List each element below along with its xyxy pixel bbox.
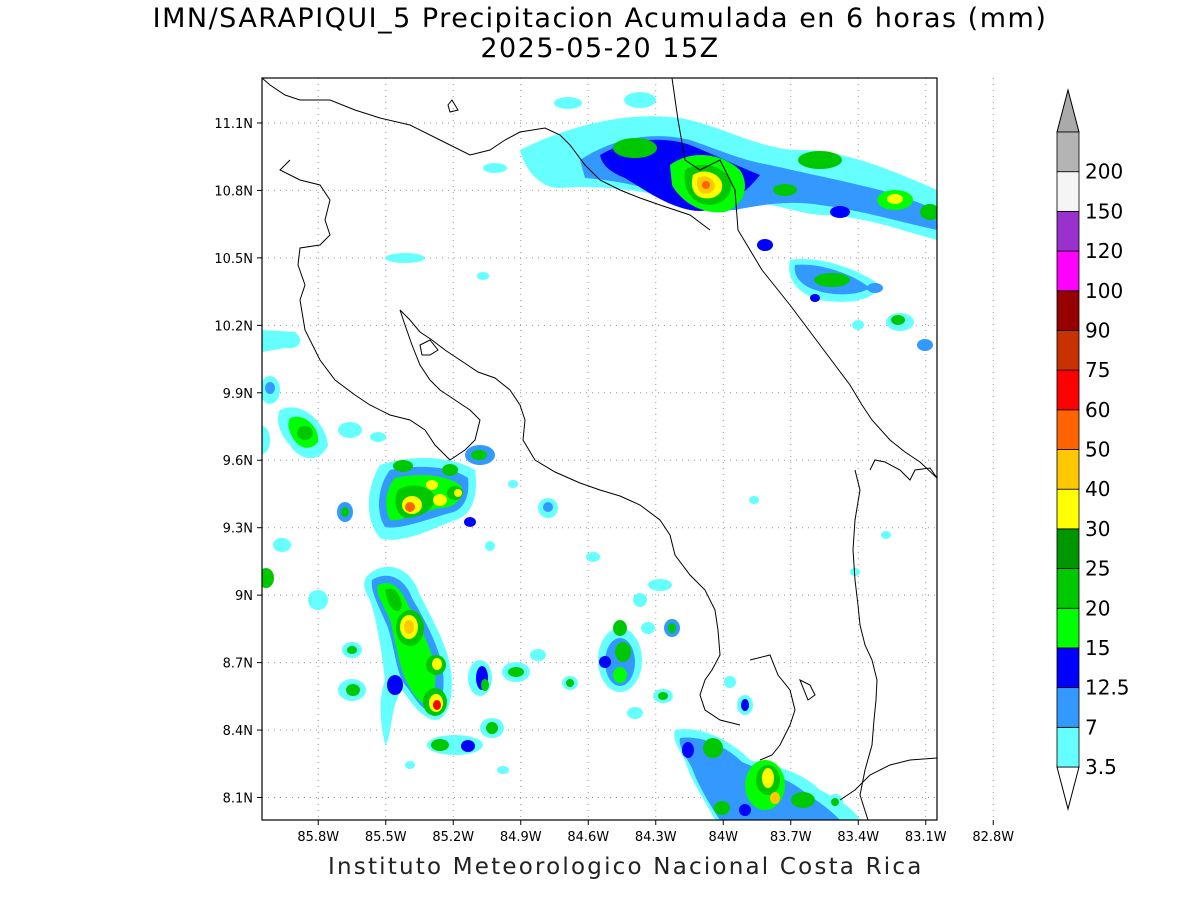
lon-tick-label: 83.7W: [770, 830, 812, 845]
south-coast: [839, 757, 937, 801]
colorbar-swatch: [1056, 607, 1080, 649]
colorbar-label: 7: [1085, 715, 1098, 739]
lon-tick-label: 83.1W: [905, 830, 947, 845]
colorbar-label: 75: [1085, 358, 1110, 382]
lon-tick-label: 84W: [709, 830, 739, 845]
colorbar-swatch: [1056, 210, 1080, 252]
nicoya-inner: [419, 339, 439, 356]
rain-cell-northwest: [262, 330, 386, 459]
colorbar-swatch: [1056, 250, 1080, 292]
lat-tick-label: 10.2N: [214, 319, 253, 334]
lat-tick-label: 8.4N: [223, 724, 253, 739]
lon-tick-label: 85.8W: [297, 830, 339, 845]
caribbean-coast: [671, 78, 937, 479]
map-title: IMN/SARAPIQUI_5 Precipitacion Acumulada …: [152, 3, 1048, 34]
lake-island: [447, 99, 459, 113]
coastlines-and-borders: [262, 78, 937, 820]
lat-tick-label: 8.1N: [223, 792, 253, 807]
lon-tick-label: 84.3W: [635, 830, 677, 845]
colorbar-under-triangle: [1056, 766, 1080, 811]
colorbar-label: 30: [1085, 517, 1110, 541]
colorbar-swatch: [1056, 528, 1080, 569]
nicaragua-lake-shore: [262, 78, 711, 231]
precipitation-field: [262, 92, 937, 820]
lat-tick-label: 9.3N: [223, 522, 253, 537]
colorbar-swatch: [1056, 687, 1080, 728]
lat-tick-label: 11.1N: [214, 117, 253, 132]
colorbar-swatch: [1056, 568, 1080, 609]
lat-tick-label: 10.5N: [214, 252, 253, 267]
rain-cell-southwest-chain: [262, 566, 578, 774]
panama-border: [852, 469, 878, 820]
colorbar-label: 20: [1085, 596, 1110, 620]
colorbar-swatch: [1056, 449, 1080, 490]
footer-credit: Instituto Meteorologico Nacional Costa R…: [328, 854, 924, 880]
map-subtitle-datetime: 2025-05-20 15Z: [480, 33, 720, 64]
pacific-coast-north: [279, 159, 741, 726]
colorbar-swatch: [1056, 330, 1080, 371]
map-frame: [261, 77, 938, 821]
colorbar-label: 25: [1085, 557, 1110, 581]
rain-cell-east: [385, 92, 933, 351]
colorbar-label: 90: [1085, 318, 1110, 342]
longitude-axis: 85.8W 85.5W 85.2W 84.9W 84.6W 84.3W 84W 83.7W 83…: [297, 820, 1014, 845]
colorbar: 3.5 7 12.5 15 20 25 30 40 50 60 75 90 100 120 150 200: [1056, 88, 1130, 811]
lon-tick-label: 85.2W: [432, 830, 474, 845]
colorbar-label: 15: [1085, 636, 1110, 660]
colorbar-label: 150: [1085, 199, 1123, 223]
colorbar-label: 40: [1085, 477, 1110, 501]
colorbar-label: 3.5: [1085, 755, 1117, 779]
lat-tick-label: 9.6N: [223, 454, 253, 469]
colorbar-swatch: [1056, 369, 1080, 411]
colorbar-label: 60: [1085, 398, 1110, 422]
lon-tick-label: 85.5W: [365, 830, 407, 845]
lon-tick-label: 84.6W: [567, 830, 609, 845]
colorbar-swatch: [1056, 131, 1080, 173]
burica-peninsula: [799, 678, 816, 701]
lat-tick-label: 9.9N: [223, 387, 253, 402]
rain-cell-south-central: [598, 568, 860, 820]
burica-point: [869, 459, 937, 481]
colorbar-swatch: [1056, 488, 1080, 530]
colorbar-label: 200: [1085, 160, 1123, 184]
colorbar-swatch: [1056, 171, 1080, 212]
colorbar-swatch: [1056, 290, 1080, 331]
latitude-axis: 8.1N 8.4N 8.7N 9N 9.3N 9.6N 9.9N 10.2N 10.5N 10.8…: [214, 117, 262, 807]
lat-tick-label: 8.7N: [223, 657, 253, 672]
colorbar-label: 100: [1085, 279, 1123, 303]
lat-tick-label: 10.8N: [214, 184, 253, 199]
colorbar-over-triangle: [1056, 88, 1080, 133]
osa-peninsula: [749, 654, 796, 761]
lon-tick-label: 82.8W: [972, 830, 1014, 845]
lon-tick-label: 84.9W: [500, 830, 542, 845]
lon-tick-label: 83.4W: [837, 830, 879, 845]
colorbar-swatch: [1056, 726, 1080, 768]
colorbar-swatch: [1056, 409, 1080, 450]
colorbar-swatch: [1056, 647, 1080, 689]
rain-cell-central-west: [273, 445, 891, 562]
colorbar-label: 120: [1085, 239, 1123, 263]
lat-tick-label: 9N: [235, 589, 253, 604]
colorbar-label: 50: [1085, 438, 1110, 462]
colorbar-label: 12.5: [1085, 676, 1130, 700]
rain-cell-northeast-band: [520, 116, 937, 251]
